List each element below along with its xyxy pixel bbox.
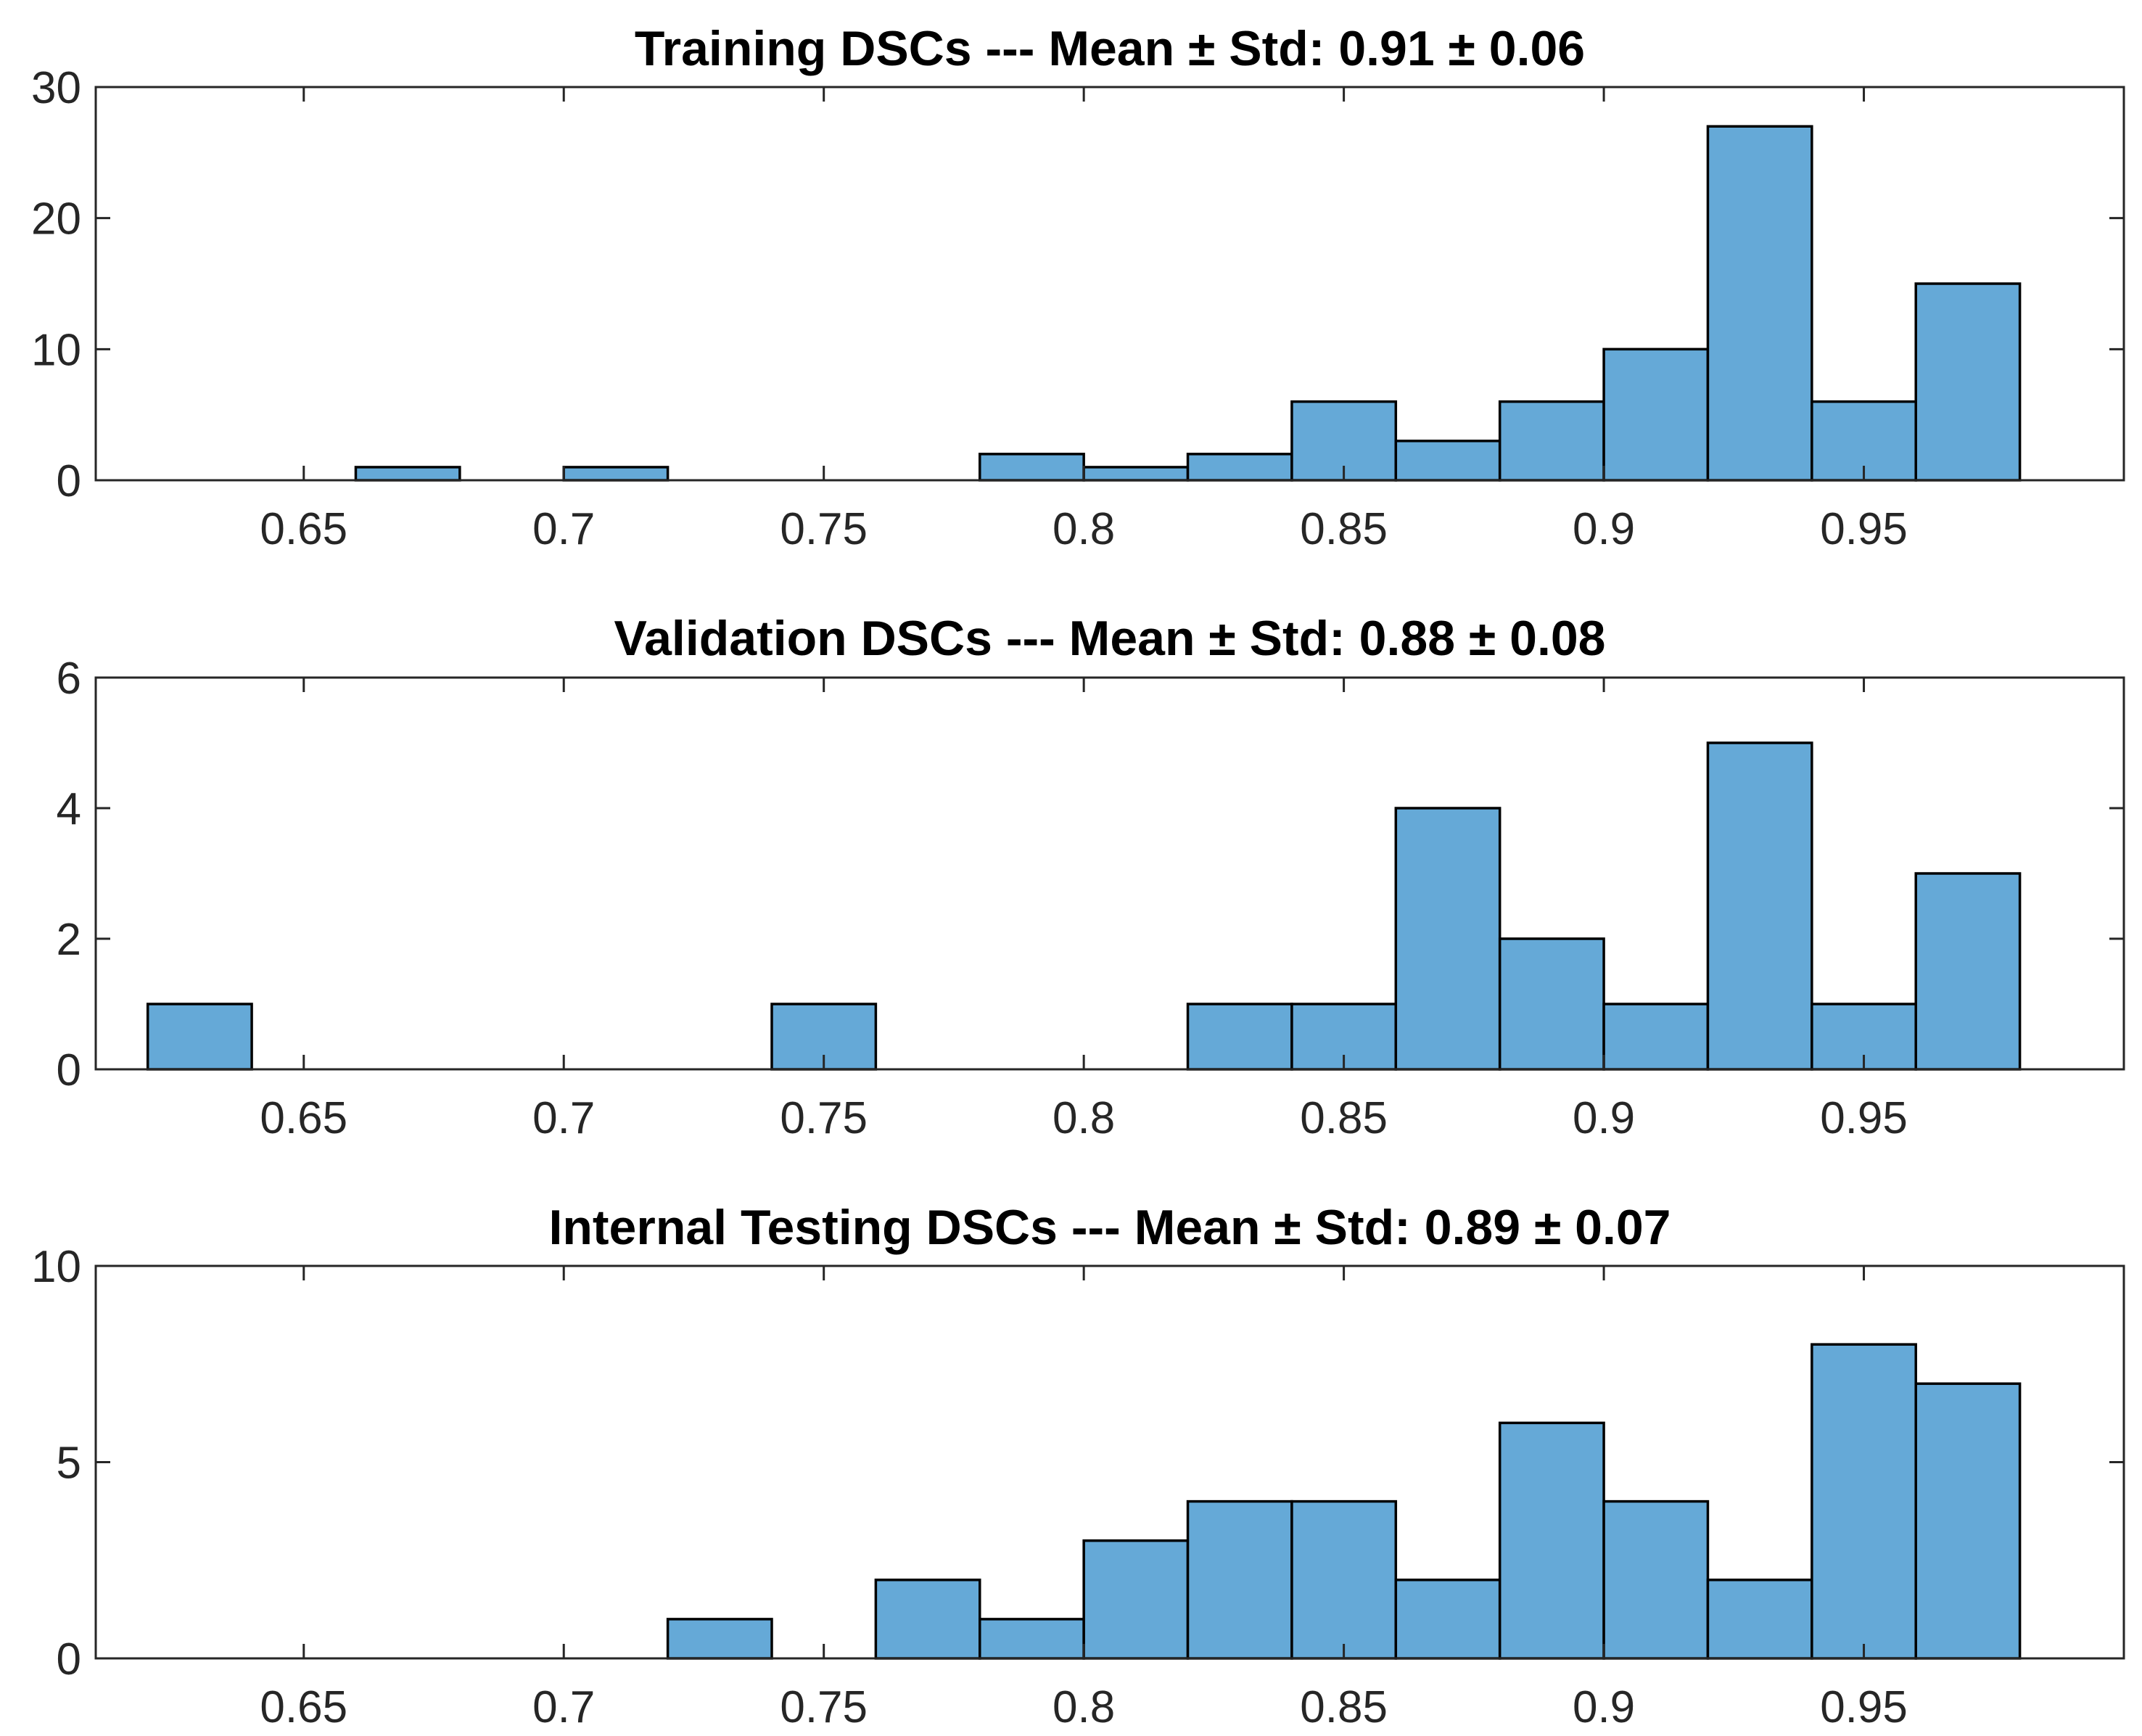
internal-testing-y-tick-label: 0 bbox=[57, 1634, 81, 1684]
validation-x-tick-label: 0.85 bbox=[1300, 1093, 1388, 1143]
training-chart-title: Training DSCs --- Mean ± Std: 0.91 ± 0.0… bbox=[635, 21, 1585, 76]
training-histogram-bar bbox=[1186, 453, 1293, 482]
training-histogram-bar bbox=[1602, 347, 1710, 482]
training-histogram-bar bbox=[1914, 282, 2022, 482]
internal-testing-x-tick-label: 0.95 bbox=[1820, 1682, 1908, 1732]
training-histogram-bar bbox=[354, 466, 461, 482]
internal-testing-x-tick-label: 0.85 bbox=[1300, 1682, 1388, 1732]
internal-testing-y-tick-label: 10 bbox=[31, 1242, 81, 1292]
training-x-tick-label: 0.75 bbox=[780, 504, 868, 554]
training-histogram-bar bbox=[1082, 466, 1190, 482]
validation-x-tick-label: 0.7 bbox=[532, 1093, 595, 1143]
validation-histogram-panel: Validation DSCs --- Mean ± Std: 0.88 ± 0… bbox=[57, 611, 2125, 1143]
internal-testing-histogram-bar bbox=[1811, 1343, 1917, 1660]
validation-x-tick-label: 0.65 bbox=[260, 1093, 347, 1143]
internal-testing-x-tick-label: 0.8 bbox=[1053, 1682, 1115, 1732]
validation-histogram-bar bbox=[1186, 1003, 1293, 1071]
training-histogram-bar bbox=[1706, 125, 1813, 482]
validation-histogram-bar bbox=[1914, 872, 2022, 1071]
validation-histogram-bar bbox=[146, 1003, 253, 1071]
training-y-tick-label: 20 bbox=[31, 194, 81, 244]
internal-testing-x-tick-label: 0.9 bbox=[1573, 1682, 1635, 1732]
internal-testing-histogram-bar bbox=[1914, 1382, 2022, 1660]
training-y-tick-label: 10 bbox=[31, 325, 81, 375]
training-y-tick-label: 0 bbox=[57, 456, 81, 506]
validation-x-tick-label: 0.8 bbox=[1053, 1093, 1115, 1143]
validation-histogram-bar bbox=[1706, 741, 1813, 1071]
training-x-tick-label: 0.9 bbox=[1573, 504, 1635, 554]
internal-testing-histogram-bar bbox=[666, 1618, 773, 1660]
training-histogram-bar bbox=[1498, 400, 1605, 482]
training-histogram-panel: Training DSCs --- Mean ± Std: 0.91 ± 0.0… bbox=[31, 21, 2125, 554]
validation-axes-frame bbox=[94, 676, 2125, 1071]
validation-y-tick-label: 4 bbox=[57, 784, 81, 834]
internal-testing-y-tick-label: 5 bbox=[57, 1439, 81, 1489]
validation-y-tick-label: 0 bbox=[57, 1045, 81, 1095]
training-x-tick-label: 0.7 bbox=[532, 504, 595, 554]
validation-x-tick-label: 0.95 bbox=[1820, 1093, 1908, 1143]
internal-testing-histogram-bar bbox=[1290, 1500, 1398, 1660]
training-x-tick-label: 0.65 bbox=[260, 504, 347, 554]
internal-testing-histogram-bar bbox=[1186, 1500, 1293, 1660]
validation-y-tick-label: 2 bbox=[57, 915, 81, 965]
validation-y-tick-label: 6 bbox=[57, 654, 81, 704]
internal-testing-chart-title: Internal Testing DSCs --- Mean ± Std: 0.… bbox=[548, 1200, 1671, 1255]
training-x-tick-label: 0.8 bbox=[1053, 504, 1115, 554]
internal-testing-histogram-bar bbox=[1082, 1539, 1190, 1660]
internal-testing-histogram-bar bbox=[1498, 1421, 1605, 1660]
training-y-tick-label: 30 bbox=[31, 63, 81, 113]
validation-histogram-bar bbox=[1602, 1003, 1710, 1071]
internal-testing-x-tick-label: 0.7 bbox=[532, 1682, 595, 1732]
internal-testing-x-tick-label: 0.75 bbox=[780, 1682, 868, 1732]
validation-chart-title: Validation DSCs --- Mean ± Std: 0.88 ± 0… bbox=[614, 611, 1606, 666]
training-histogram-bar bbox=[562, 466, 670, 482]
training-histogram-bar bbox=[979, 453, 1085, 482]
training-x-tick-label: 0.85 bbox=[1300, 504, 1388, 554]
internal-testing-histogram-bar bbox=[1394, 1579, 1502, 1660]
internal-testing-histogram-bar bbox=[1706, 1579, 1813, 1660]
validation-histogram-bar bbox=[1498, 937, 1605, 1071]
internal-testing-histogram-panel: Internal Testing DSCs --- Mean ± Std: 0.… bbox=[31, 1200, 2125, 1732]
training-histogram-bar bbox=[1394, 440, 1502, 482]
internal-testing-histogram-bar bbox=[874, 1579, 981, 1660]
internal-testing-histogram-bar bbox=[979, 1618, 1085, 1660]
validation-x-tick-label: 0.9 bbox=[1573, 1093, 1635, 1143]
training-x-tick-label: 0.95 bbox=[1820, 504, 1908, 554]
validation-histogram-bar bbox=[1394, 807, 1502, 1071]
internal-testing-histogram-bar bbox=[1602, 1500, 1710, 1660]
training-axes-frame bbox=[94, 86, 2125, 482]
internal-testing-x-tick-label: 0.65 bbox=[260, 1682, 347, 1732]
validation-x-tick-label: 0.75 bbox=[780, 1093, 868, 1143]
